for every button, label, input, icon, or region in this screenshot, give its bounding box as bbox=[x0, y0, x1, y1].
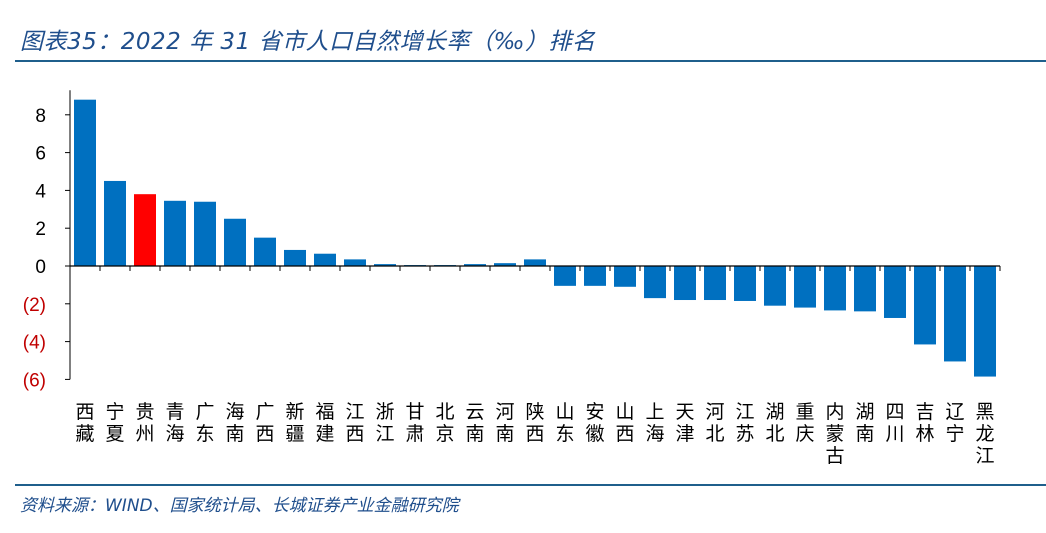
bar-内蒙古 bbox=[824, 266, 846, 311]
bar-海南 bbox=[224, 218, 246, 266]
bar-江苏 bbox=[734, 266, 756, 301]
category-label: 山东 bbox=[555, 401, 574, 445]
y-tick-label: (6) bbox=[23, 370, 46, 391]
category-label: 陕西 bbox=[525, 401, 544, 445]
category-label: 江西 bbox=[345, 401, 364, 445]
bar-天津 bbox=[674, 266, 696, 301]
bar-河南 bbox=[494, 263, 516, 266]
category-label: 青海 bbox=[165, 401, 184, 445]
category-label: 重庆 bbox=[795, 401, 814, 445]
bar-陕西 bbox=[524, 259, 546, 266]
category-label: 贵州 bbox=[135, 401, 154, 445]
bar-广西 bbox=[254, 237, 276, 266]
source-divider bbox=[15, 484, 1046, 486]
category-label: 甘肃 bbox=[405, 401, 424, 445]
category-label: 湖南 bbox=[855, 401, 874, 445]
bar-贵州 bbox=[134, 194, 156, 266]
source-note: 资料来源：WIND、国家统计局、长城证券产业金融研究院 bbox=[20, 496, 459, 516]
bar-湖南 bbox=[854, 266, 876, 312]
y-tick-label: 2 bbox=[35, 219, 46, 240]
category-label: 安徽 bbox=[585, 401, 604, 445]
category-label: 上海 bbox=[645, 401, 664, 445]
category-label: 江苏 bbox=[735, 401, 754, 445]
bar-宁夏 bbox=[104, 180, 126, 266]
category-label: 广西 bbox=[255, 401, 274, 445]
y-tick-label: 4 bbox=[35, 181, 46, 202]
category-label: 山西 bbox=[615, 401, 634, 445]
category-label: 黑龙江 bbox=[975, 401, 994, 467]
bar-辽宁 bbox=[944, 266, 966, 362]
category-label: 河南 bbox=[495, 401, 514, 445]
bar-西藏 bbox=[74, 99, 96, 267]
page-title: 图表35：2022 年 31 省市人口自然增长率（‰）排名 bbox=[20, 29, 596, 55]
y-tick-label: (4) bbox=[23, 333, 46, 354]
category-label: 福建 bbox=[315, 401, 334, 445]
category-label: 河北 bbox=[705, 401, 724, 445]
y-tick-label: 0 bbox=[35, 257, 46, 278]
y-tick-label: 8 bbox=[35, 106, 46, 127]
bar-青海 bbox=[164, 200, 186, 266]
category-label: 浙江 bbox=[375, 401, 394, 445]
bar-浙江 bbox=[374, 264, 396, 266]
category-label: 吉林 bbox=[915, 401, 934, 445]
bar-吉林 bbox=[914, 266, 936, 345]
bar-新疆 bbox=[284, 249, 306, 266]
category-label: 宁夏 bbox=[105, 401, 124, 445]
bar-黑龙江 bbox=[974, 266, 996, 377]
bar-四川 bbox=[884, 266, 906, 318]
category-label: 海南 bbox=[225, 401, 244, 445]
y-tick-label: 6 bbox=[35, 144, 46, 165]
bar-山西 bbox=[614, 266, 636, 287]
category-label: 天津 bbox=[675, 401, 694, 445]
category-label: 四川 bbox=[885, 401, 904, 445]
bar-安徽 bbox=[584, 266, 606, 286]
category-label: 新疆 bbox=[285, 401, 304, 445]
bar-广东 bbox=[194, 201, 216, 266]
category-label: 北京 bbox=[435, 401, 454, 445]
category-label: 西藏 bbox=[75, 401, 94, 445]
bar-河北 bbox=[704, 266, 726, 301]
category-label: 内蒙古 bbox=[825, 401, 844, 467]
bar-江西 bbox=[344, 259, 366, 266]
bar-云南 bbox=[464, 264, 486, 266]
title-divider bbox=[15, 60, 1046, 62]
bar-福建 bbox=[314, 253, 336, 266]
bar-上海 bbox=[644, 266, 666, 299]
category-label: 广东 bbox=[195, 401, 214, 445]
bar-山东 bbox=[554, 266, 576, 286]
category-label: 辽宁 bbox=[945, 401, 964, 445]
y-tick-label: (2) bbox=[23, 295, 46, 316]
category-label: 云南 bbox=[465, 401, 484, 445]
bar-chart: 8 6 4 2 0 (2) (4) (6) 西藏宁夏贵州青海广东海南广西新疆福建江西浙江甘肃北… bbox=[23, 90, 1001, 467]
bar-重庆 bbox=[794, 266, 816, 308]
category-label: 湖北 bbox=[765, 401, 784, 445]
bar-湖北 bbox=[764, 266, 786, 306]
